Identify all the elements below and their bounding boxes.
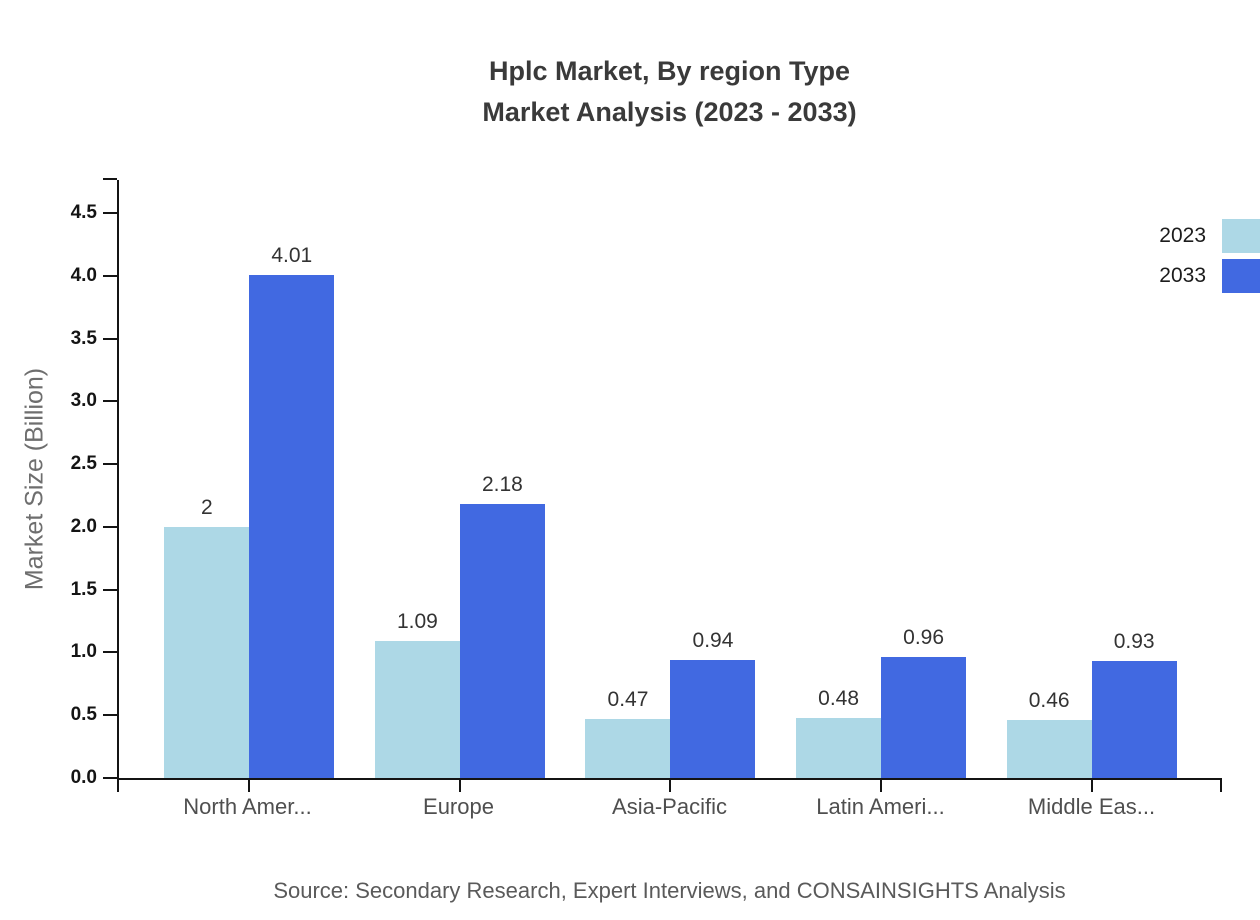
- y-tick-label: 2.0: [70, 515, 97, 537]
- y-axis-end-tick: [103, 178, 117, 180]
- source-note: Source: Secondary Research, Expert Inter…: [273, 878, 1066, 903]
- y-tick: [103, 463, 117, 466]
- x-axis-label: Asia-Pacific: [612, 794, 727, 819]
- bar-value-label: 4.01: [271, 243, 313, 267]
- legend-item-2033: 2033: [1159, 259, 1260, 293]
- bar-group: 2 4.01: [144, 180, 355, 792]
- bar-group: 0.48 0.96: [776, 180, 987, 792]
- chart-title-line2: Market Analysis (2023 - 2033): [482, 97, 857, 127]
- axis-corner-tick: [117, 778, 119, 792]
- x-axis-label: Middle Eas...: [1027, 794, 1156, 819]
- legend-swatch: [1222, 259, 1260, 293]
- bar-2023-north-amer-: 2: [164, 496, 250, 778]
- bar-value-label: 2.18: [481, 473, 523, 497]
- chart-title: Hplc Market, By region Type Market Analy…: [117, 51, 1222, 133]
- y-tick: [103, 777, 117, 779]
- y-tick-label: 4.0: [70, 264, 97, 286]
- bar-2023-middle-eas-: 0.46: [1006, 689, 1092, 778]
- y-tick: [103, 400, 117, 403]
- bar-value-label: 0.47: [607, 688, 649, 711]
- bar-2033-middle-eas-: 0.93: [1091, 630, 1177, 778]
- bar-value-label: 2: [200, 495, 213, 519]
- x-axis-label: North Amer...: [183, 794, 312, 819]
- legend-label: 2033: [1159, 264, 1206, 287]
- x-tick: [1090, 778, 1093, 792]
- plot-area: Market Size (Billion) 0.0 0.5 1.0 1.5 2.0 2.5…: [21, 178, 1222, 792]
- legend-item-2023: 2023: [1159, 219, 1260, 253]
- legend-label: 2023: [1159, 224, 1206, 247]
- y-tick-label: 0.5: [70, 704, 97, 726]
- bar-2033-europe: 2.18: [459, 473, 545, 778]
- bar-group: 1.09 2.18: [355, 180, 566, 792]
- bar-group: 0.47 0.94: [565, 180, 776, 792]
- y-tick-label: 0.0: [70, 767, 97, 788]
- y-tick-label: 1.0: [70, 641, 97, 663]
- legend: 2023 2033: [1159, 219, 1260, 299]
- bar-2033-north-amer-: 4.01: [249, 244, 335, 778]
- y-tick-label: 4.5: [70, 202, 97, 223]
- bar-2023-europe: 1.09: [374, 610, 460, 778]
- y-tick: [103, 651, 117, 654]
- bar-2033-latin-ameri-: 0.96: [881, 626, 967, 778]
- x-tick: [248, 778, 251, 792]
- y-tick-label: 3.0: [70, 390, 97, 412]
- x-tick: [669, 778, 672, 792]
- bar-plot: 2 4.01 1.09 2.18 0.47 0.94 0.48 0.96 0.46 0.93: [119, 180, 1222, 792]
- y-tick: [103, 337, 117, 340]
- x-axis-end-tick: [1220, 778, 1222, 792]
- bar-value-label: 0.96: [903, 626, 945, 650]
- bar-2033-asia-pacific: 0.94: [670, 629, 756, 778]
- legend-swatch: [1222, 219, 1260, 253]
- bar-2023-latin-ameri-: 0.48: [796, 687, 882, 778]
- bar-value-label: 0.48: [818, 686, 860, 710]
- y-axis-title: Market Size (Billion): [20, 367, 49, 591]
- y-tick-label: 2.5: [70, 453, 97, 475]
- bar-value-label: 0.94: [692, 628, 734, 652]
- chart-title-line1: Hplc Market, By region Type: [488, 56, 851, 86]
- y-tick: [103, 525, 117, 528]
- y-tick: [103, 588, 117, 591]
- x-axis-labels: North Amer... Europe Asia-Pacific Latin Ame…: [117, 794, 1222, 820]
- y-tick-label: 1.5: [70, 578, 97, 600]
- bar-2023-asia-pacific: 0.47: [585, 688, 671, 778]
- y-tick-label: 3.5: [70, 327, 97, 349]
- bar-value-label: 1.09: [396, 610, 438, 634]
- x-tick: [458, 778, 461, 792]
- bar-group: 0.46 0.93: [986, 180, 1197, 792]
- x-axis-label: Europe: [423, 794, 494, 819]
- y-tick: [103, 714, 117, 717]
- y-tick: [103, 212, 117, 214]
- x-tick: [880, 778, 883, 792]
- bar-value-label: 0.46: [1028, 689, 1070, 713]
- x-axis-label: Latin Ameri...: [816, 794, 945, 819]
- bar-value-label: 0.93: [1113, 630, 1155, 654]
- y-tick: [103, 274, 117, 277]
